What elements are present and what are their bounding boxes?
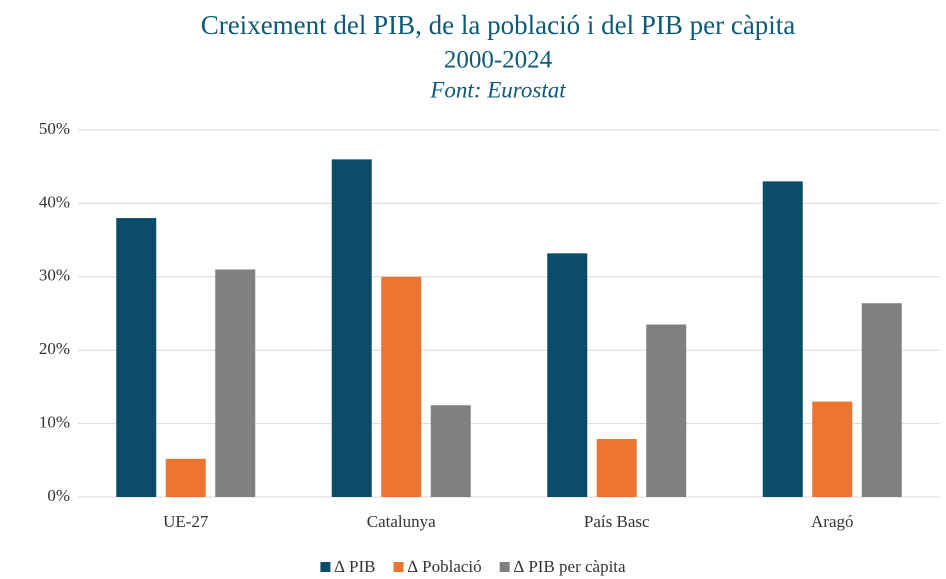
y-tick-label: 0% — [47, 486, 70, 505]
bar — [430, 405, 471, 497]
bar — [331, 159, 372, 498]
bar — [812, 401, 853, 497]
chart-subtitle: 2000-2024 — [444, 47, 553, 74]
bar — [596, 439, 637, 497]
y-tick-label: 30% — [39, 266, 70, 285]
bar — [215, 269, 256, 497]
legend-label: ∆ Població — [408, 557, 482, 576]
bar — [381, 276, 422, 497]
chart-source: Font: Eurostat — [429, 77, 566, 102]
legend-label: ∆ PIB — [334, 557, 375, 576]
legend-label: ∆ PIB per càpita — [514, 557, 626, 576]
legend-swatch — [499, 562, 510, 572]
legend-swatch — [320, 562, 331, 572]
y-tick-label: 50% — [39, 119, 70, 138]
legend-swatch — [393, 562, 404, 572]
bar — [646, 324, 687, 497]
y-tick-label: 10% — [39, 413, 70, 432]
y-tick-label: 40% — [39, 192, 70, 211]
bar — [547, 253, 588, 497]
bar — [861, 303, 902, 497]
y-tick-label: 20% — [39, 339, 70, 358]
x-tick-label: Catalunya — [367, 512, 436, 531]
x-tick-label: UE-27 — [163, 512, 209, 531]
bar — [762, 181, 803, 497]
bar — [165, 458, 206, 497]
chart-title: Creixement del PIB, de la població i del… — [201, 10, 796, 40]
bar — [116, 218, 157, 497]
x-tick-label: Aragó — [811, 512, 853, 531]
x-tick-label: País Basc — [584, 512, 650, 531]
